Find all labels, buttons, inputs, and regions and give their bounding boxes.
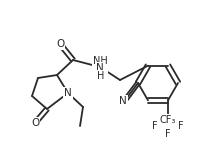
Text: F: F bbox=[178, 121, 184, 131]
Text: N: N bbox=[96, 63, 104, 73]
Text: F: F bbox=[165, 129, 171, 139]
Text: O: O bbox=[31, 118, 39, 128]
Text: NH
H: NH H bbox=[93, 56, 107, 78]
Text: CF₃: CF₃ bbox=[160, 115, 176, 125]
Text: N: N bbox=[119, 96, 127, 106]
Text: H: H bbox=[97, 71, 105, 81]
Text: N: N bbox=[64, 88, 72, 98]
Text: F: F bbox=[152, 121, 158, 131]
Text: O: O bbox=[56, 39, 64, 49]
Text: F: F bbox=[165, 118, 171, 128]
